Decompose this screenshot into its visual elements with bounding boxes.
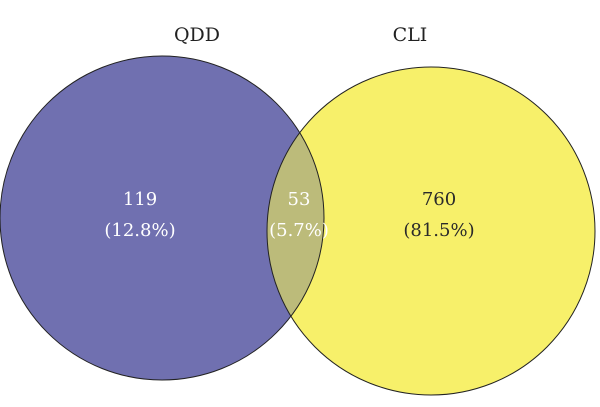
qdd-only-percent: (12.8%): [104, 220, 175, 241]
qdd-set-label: QDD: [174, 24, 220, 46]
overlap-count: 53: [288, 189, 311, 210]
cli-only-count: 760: [422, 189, 456, 210]
qdd-only-count: 119: [123, 189, 157, 210]
overlap-percent: (5.7%): [269, 220, 329, 241]
cli-set-label: CLI: [393, 24, 428, 46]
cli-set-circle: [267, 67, 595, 395]
qdd-set-outline: [0, 55, 325, 381]
cli-set-outline: [266, 66, 596, 396]
cli-only-percent: (81.5%): [403, 220, 474, 241]
qdd-set-circle: [0, 56, 324, 380]
